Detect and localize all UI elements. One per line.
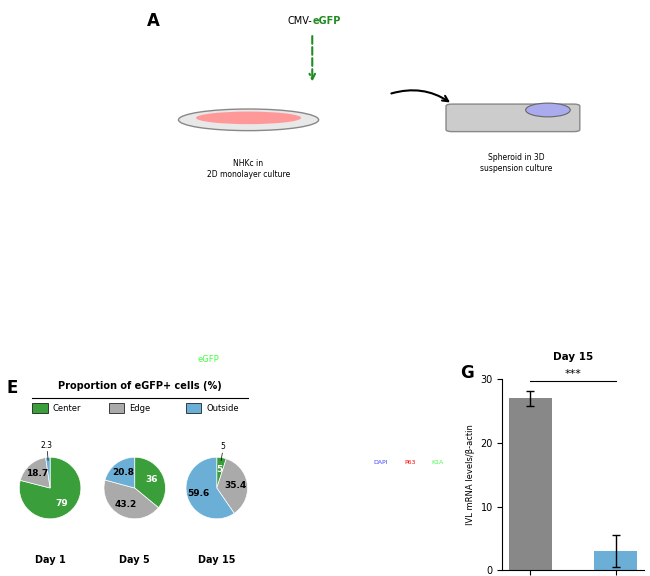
Text: C: C [332, 216, 341, 230]
Text: A: A [147, 12, 159, 29]
Point [168, 238, 179, 248]
Point [255, 272, 266, 281]
Bar [109, 403, 124, 414]
Point [174, 337, 185, 346]
Bar [186, 403, 202, 414]
Point [187, 315, 197, 324]
Text: eGFP: eGFP [312, 16, 341, 25]
Point [192, 295, 203, 305]
Point [209, 283, 220, 292]
Point [188, 357, 199, 366]
Text: eGFP: eGFP [198, 355, 220, 363]
Text: Day 15: Day 15 [198, 555, 235, 564]
Point [276, 284, 286, 293]
Point [211, 287, 222, 296]
Bar [32, 403, 47, 414]
Circle shape [526, 103, 570, 117]
Text: B: B [11, 216, 22, 230]
Point [188, 270, 199, 279]
Point [244, 358, 255, 367]
Text: G: G [460, 364, 474, 382]
Point [234, 335, 244, 344]
Point [209, 324, 220, 333]
Point [296, 354, 306, 363]
Text: eGFP: eGFP [565, 355, 587, 363]
Ellipse shape [196, 112, 301, 124]
Point [220, 279, 231, 288]
Text: Proportion of eGFP+ cells (%): Proportion of eGFP+ cells (%) [58, 381, 222, 391]
Text: E: E [6, 379, 18, 397]
Text: CMV-: CMV- [287, 16, 312, 25]
Text: Automated•: Automated• [179, 348, 222, 354]
Point [230, 223, 240, 232]
Text: Day 5: Day 5 [120, 555, 150, 564]
Text: Outside: Outside [207, 404, 239, 412]
Point [255, 217, 266, 226]
Text: Day 1: Day 1 [34, 555, 66, 564]
Text: NHKc in
2D monolayer culture: NHKc in 2D monolayer culture [207, 159, 290, 179]
Text: Spheroid in 3D
suspension culture: Spheroid in 3D suspension culture [480, 153, 552, 173]
Text: Edge: Edge [129, 404, 151, 412]
FancyBboxPatch shape [446, 104, 580, 132]
Point [257, 261, 268, 270]
Bar [594, 551, 637, 570]
Text: 50 μm: 50 μm [324, 544, 349, 553]
Point [308, 332, 318, 342]
Text: D: D [491, 216, 503, 230]
Text: eGFP: eGFP [413, 355, 435, 363]
Text: B1: B1 [171, 216, 190, 229]
Point [198, 257, 208, 267]
Bar [509, 398, 552, 570]
Y-axis label: IVL mRNA levels/β-actin: IVL mRNA levels/β-actin [466, 424, 474, 525]
Text: Center: Center [53, 404, 81, 412]
Point [222, 242, 232, 251]
Ellipse shape [179, 109, 318, 131]
Text: ***: *** [565, 369, 581, 379]
Point [291, 348, 301, 358]
Point [272, 214, 282, 223]
Point [311, 316, 322, 325]
Text: F: F [292, 385, 304, 403]
Title: Day 15: Day 15 [553, 351, 593, 362]
Point [193, 344, 203, 354]
